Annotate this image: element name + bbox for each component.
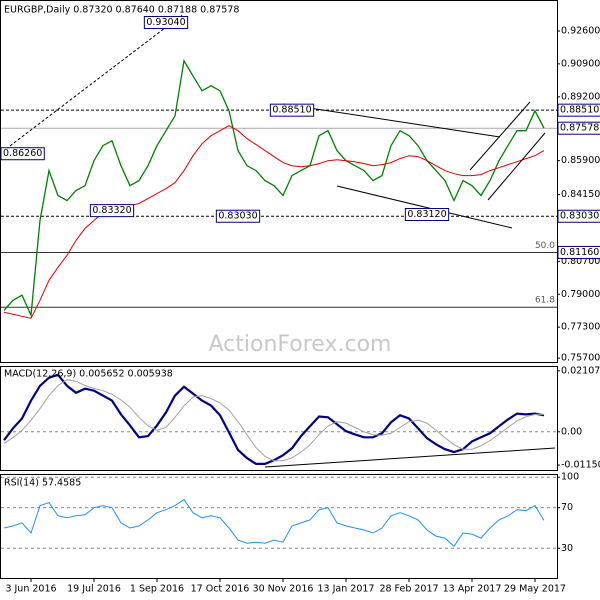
y-tick-label: 30 [561, 543, 573, 554]
level-box [557, 245, 600, 259]
x-tick-label: 19 Jul 2016 [67, 584, 121, 595]
price-title: EURGBP,Daily 0.87320 0.87640 0.87188 0.8… [4, 5, 239, 16]
x-tick-label: 13 Apr 2017 [443, 584, 502, 595]
y-tick-label: 0.77300 [561, 322, 600, 333]
x-tick-label: 13 Jan 2017 [318, 584, 375, 595]
x-tick-label: 30 Nov 2016 [253, 584, 314, 595]
y-tick-label: 0.80700 [561, 256, 600, 267]
watermark: ActionForex.com [209, 332, 392, 357]
annotation-box [89, 204, 135, 218]
trendline [469, 101, 531, 171]
y-tick-label: 0.89200 [561, 91, 600, 102]
level-label: 0.87578 [560, 123, 599, 134]
price-annotation: 0.83120 [407, 209, 446, 220]
level-box [557, 121, 600, 135]
x-tick-label: 28 Feb 2017 [379, 584, 438, 595]
trendline [264, 447, 556, 468]
macd-panel [0, 366, 558, 471]
y-tick-label: 0.75700 [561, 353, 600, 364]
y-tick-label: 0.021074 [561, 365, 600, 376]
level-label: 0.81160 [560, 247, 599, 258]
series-line [3, 125, 545, 319]
annotation-box [404, 208, 450, 222]
level-box [557, 103, 600, 117]
annotation-box [269, 103, 315, 117]
price-annotation: 0.88510 [272, 105, 311, 116]
fib-label: 61.8 [535, 296, 555, 306]
fib-label: 50.0 [535, 241, 555, 251]
x-tick-label: 29 May 2017 [504, 584, 566, 595]
x-tick-label: 17 Oct 2016 [191, 584, 250, 595]
price-annotation: 0.86260 [3, 148, 42, 159]
plot [1, 58, 557, 549]
y-tick-label: 100 [561, 472, 579, 483]
x-tick-label: 1 Sep 2016 [130, 584, 184, 595]
series-line [3, 498, 545, 547]
price-annotation: 0.83320 [92, 205, 131, 216]
level-label: 0.88510 [560, 105, 599, 116]
trendline [487, 132, 546, 201]
y-tick-label: 0.90900 [561, 58, 600, 69]
macd-title: MACD(12,26,9) 0.005652 0.005938 [4, 369, 173, 380]
series-line [3, 379, 544, 462]
series-line [3, 58, 545, 318]
rsi-title: RSI(14) 57.4585 [4, 478, 81, 489]
x-tick-label: 3 Jun 2016 [5, 584, 56, 595]
trendline [336, 185, 513, 229]
price-annotation: 0.83030 [218, 211, 257, 222]
trendline [282, 103, 501, 138]
y-tick-label: 0.85900 [561, 155, 600, 166]
y-tick-label: 70 [561, 502, 573, 513]
y-tick-label: -0.011506 [561, 460, 600, 471]
level-label: 0.83030 [560, 211, 599, 222]
rsi-panel [0, 474, 558, 579]
annotation-box [0, 147, 45, 161]
y-tick-label: 0.92600 [561, 26, 600, 37]
annotation-box [143, 15, 189, 29]
trendline [1, 14, 183, 153]
y-tick-label: 0.84150 [561, 189, 600, 200]
price-annotation: 0.93040 [146, 17, 185, 28]
price-panel [0, 0, 558, 363]
annotation-box [215, 209, 261, 223]
y-tick-label: 0.00 [561, 426, 582, 437]
level-box [557, 209, 600, 223]
y-tick-label: 0.79000 [561, 289, 600, 300]
